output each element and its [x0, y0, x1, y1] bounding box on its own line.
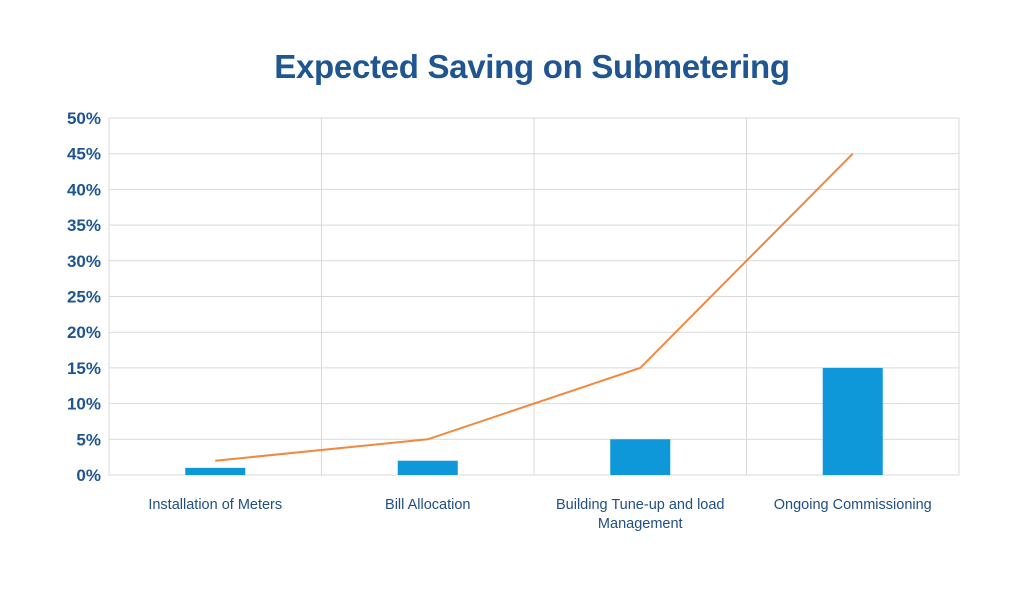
- y-tick-label: 10%: [67, 395, 101, 414]
- bar: [185, 467, 246, 475]
- y-tick-label: 35%: [67, 216, 101, 235]
- y-tick-label: 0%: [76, 466, 101, 485]
- x-axis-ticks: Installation of Meters Bill Allocation Bui…: [148, 497, 931, 532]
- line-series: [215, 152, 854, 462]
- bar: [822, 367, 883, 475]
- y-axis-ticks: 0% 5% 10% 15% 20% 25% 30% 35% 40% 45% 50%: [67, 109, 101, 485]
- x-tick-label: Bill Allocation: [385, 497, 470, 513]
- bar: [610, 439, 671, 475]
- chart-title: Expected Saving on Submetering: [274, 48, 790, 85]
- y-tick-label: 25%: [67, 288, 101, 307]
- y-tick-label: 5%: [76, 430, 101, 449]
- x-tick-label: Ongoing Commissioning: [774, 497, 932, 513]
- y-tick-label: 50%: [67, 109, 101, 128]
- y-tick-label: 40%: [67, 180, 101, 199]
- bar: [397, 460, 458, 475]
- x-tick-label: Building Tune-up and load Management: [556, 497, 725, 532]
- y-tick-label: 45%: [67, 145, 101, 164]
- y-tick-label: 20%: [67, 323, 101, 342]
- x-tick-label: Installation of Meters: [148, 497, 282, 513]
- y-tick-label: 15%: [67, 359, 101, 378]
- line-series-path: [215, 152, 854, 462]
- bar-series: [185, 367, 883, 475]
- y-tick-label: 30%: [67, 252, 101, 271]
